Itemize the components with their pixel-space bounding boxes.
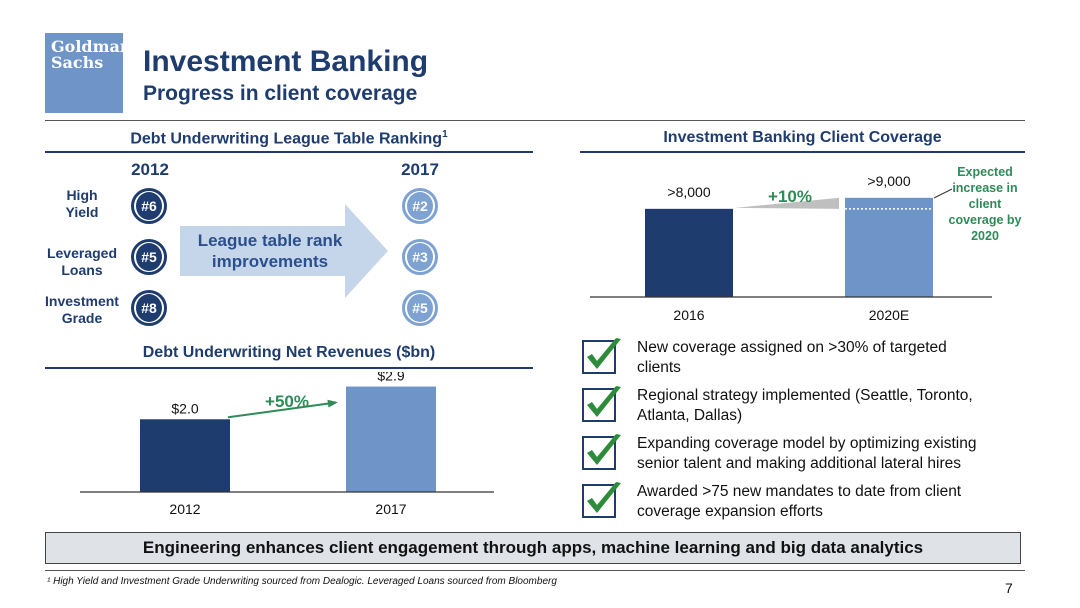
coverage-rule — [580, 151, 1025, 153]
summary-banner: Engineering enhances client engagement t… — [45, 532, 1021, 564]
rank-value: #5 — [136, 243, 162, 271]
revenues-rule — [45, 367, 533, 369]
logo-line2: Sachs — [51, 53, 104, 72]
category-label: 2012 — [169, 501, 200, 517]
goldman-sachs-logo: Goldman Sachs — [45, 33, 132, 113]
page-title: Investment Banking — [143, 45, 429, 78]
category-label: 2016 — [673, 307, 704, 323]
league-table-title: Debt Underwriting League Table Ranking1 — [45, 129, 533, 148]
coverage-chart: >8,000 2016 >9,000 2020E +10% Expected increas… — [590, 165, 1022, 323]
year-2012-label: 2012 — [131, 160, 169, 179]
arrow-text: League table rank improvements — [185, 230, 355, 272]
bar-2017 — [346, 386, 436, 492]
arrow-caption: League table rank improvements — [197, 231, 343, 271]
page-subtitle: Progress in client coverage — [143, 82, 418, 105]
increase-wedge — [735, 197, 839, 209]
annotation-line: coverage by — [949, 213, 1022, 227]
checklist-item-text: Regional strategy implemented (Seattle, … — [637, 386, 1027, 426]
league-table-footnote-marker: 1 — [442, 129, 448, 140]
annotation-line: client — [969, 197, 1002, 211]
league-table-title-text: Debt Underwriting League Table Ranking — [130, 130, 443, 148]
row-label-line: Leveraged — [46, 245, 118, 261]
checkmark-icon — [587, 386, 621, 417]
bar-2016 — [645, 208, 733, 297]
coverage-title: Investment Banking Client Coverage — [663, 129, 942, 146]
growth-label: +50% — [265, 392, 309, 411]
logo-line1: Goldman — [51, 37, 132, 56]
revenues-title: Debt Underwriting Net Revenues ($bn) — [142, 344, 436, 361]
revenues-chart: $2.0 2012 $2.9 2017 +50% — [80, 372, 494, 517]
rank-2017-leveraged-loans: #3 — [402, 239, 438, 275]
year-2017-label: 2017 — [401, 160, 439, 179]
checklist-item-text: Expanding coverage model by optimizing e… — [637, 434, 1027, 474]
bar-value-label: >8,000 — [667, 184, 710, 200]
rank-2017-high-yield: #2 — [402, 188, 438, 224]
header-divider — [45, 120, 1025, 121]
category-label: 2017 — [375, 501, 406, 517]
rank-2012-leveraged-loans: #5 — [131, 239, 167, 275]
rank-value: #5 — [407, 294, 433, 322]
row-label-line: Loans — [61, 262, 103, 278]
rank-value: #3 — [407, 243, 433, 271]
annotation-line: Expected — [957, 165, 1013, 179]
bar-2020E — [845, 197, 933, 297]
checkbox-icon — [582, 482, 621, 518]
growth-label: +10% — [768, 187, 812, 206]
checklist-item-line: Awarded >75 new mandates to date from cl… — [637, 483, 962, 500]
checklist-item-line: clients — [637, 359, 681, 376]
row-label-line: High — [66, 187, 98, 203]
checklist-item-line: Regional strategy implemented (Seattle, … — [637, 387, 973, 404]
row-label-leveraged-loans: Leveraged Loans — [40, 245, 124, 279]
row-label-line: Investment — [45, 293, 119, 309]
rank-value: #2 — [407, 192, 433, 220]
rank-2012-investment-grade: #8 — [131, 290, 167, 326]
bar-2012 — [140, 419, 230, 492]
bar-value-label: $2.0 — [171, 400, 198, 416]
annotation-leader — [933, 188, 953, 199]
checkbox-icon — [582, 338, 621, 374]
checkmark-icon — [587, 338, 621, 369]
row-label-line: Grade — [61, 310, 103, 326]
checkmark-icon — [587, 482, 621, 513]
checklist-item-line: Atlanta, Dallas) — [637, 407, 743, 424]
league-table-rule — [45, 151, 533, 153]
growth-arrow-line — [227, 401, 337, 419]
annotation-line: increase in — [952, 181, 1017, 195]
category-label: 2020E — [869, 307, 909, 323]
row-label-investment-grade: Investment Grade — [38, 293, 126, 327]
page-number: 7 — [1005, 580, 1013, 596]
rank-2012-high-yield: #6 — [131, 188, 167, 224]
checkmark-icon — [587, 434, 621, 465]
rank-value: #8 — [136, 294, 162, 322]
annotation-line: 2020 — [971, 229, 999, 243]
bar-value-label: >9,000 — [867, 173, 910, 189]
checklist-item-line: Expanding coverage model by optimizing e… — [637, 435, 977, 452]
arrow-shape — [180, 204, 388, 298]
rank-value: #6 — [136, 192, 162, 220]
checklist-item-line: New coverage assigned on >30% of targete… — [637, 339, 947, 356]
checklist-item-line: senior talent and making additional late… — [637, 455, 961, 472]
footnote: ¹ High Yield and Investment Grade Underw… — [47, 576, 557, 587]
checkbox-icon — [582, 434, 621, 470]
row-label-high-yield: High Yield — [40, 187, 124, 221]
bar-value-label: $2.9 — [377, 372, 404, 384]
checklist-item-text: Awarded >75 new mandates to date from cl… — [637, 482, 1027, 522]
footer-divider — [45, 570, 1025, 571]
improvement-arrow — [180, 204, 388, 298]
checkbox-icon — [582, 386, 621, 422]
checklist-item-text: New coverage assigned on >30% of targete… — [637, 338, 1027, 378]
checklist-item-line: coverage expansion efforts — [637, 503, 823, 520]
growth-arrow-head — [327, 399, 338, 408]
row-label-line: Yield — [65, 204, 99, 220]
rank-2017-investment-grade: #5 — [402, 290, 438, 326]
